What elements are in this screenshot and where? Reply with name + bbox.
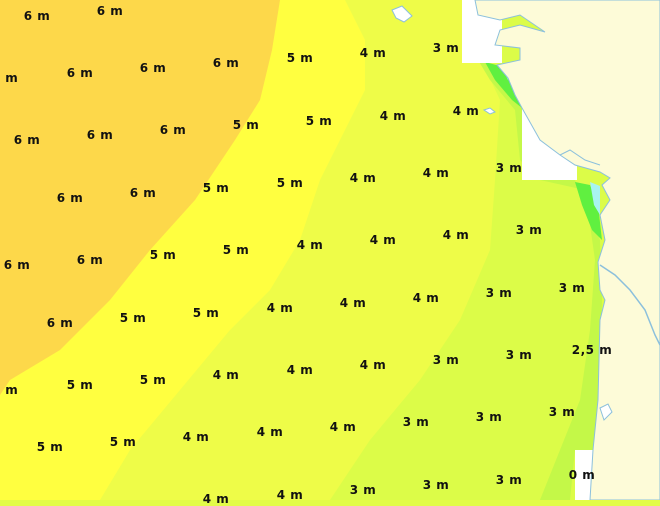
zone-very-shallow bbox=[590, 182, 600, 215]
wave-height-label: 3 m bbox=[558, 281, 586, 295]
wave-height-label: 5 m bbox=[36, 440, 64, 454]
island bbox=[599, 403, 613, 421]
wave-height-label: 4 m bbox=[349, 171, 377, 185]
wave-height-label: 4 m bbox=[359, 358, 387, 372]
wave-height-label: 4 m bbox=[412, 291, 440, 305]
wave-height-label: 4 m bbox=[212, 368, 240, 382]
wave-height-label: 6 m bbox=[0, 383, 19, 397]
wave-height-label: 6 m bbox=[139, 61, 167, 75]
wave-height-label: 6 m bbox=[96, 4, 124, 18]
wave-height-label: 3 m bbox=[548, 405, 576, 419]
wave-height-label: 2,5 m bbox=[571, 343, 613, 357]
wave-height-label: 4 m bbox=[452, 104, 480, 118]
island bbox=[391, 5, 413, 23]
wave-height-label: 3 m bbox=[475, 410, 503, 424]
wave-height-label: 4 m bbox=[256, 425, 284, 439]
land bbox=[474, 0, 660, 500]
wave-height-label: 5 m bbox=[66, 378, 94, 392]
wave-height-label: 5 m bbox=[192, 306, 220, 320]
wave-height-label: 5 m bbox=[149, 248, 177, 262]
wave-height-label: 5 m bbox=[232, 118, 260, 132]
zone-6m bbox=[0, 0, 280, 395]
wave-height-label: 5 m bbox=[286, 51, 314, 65]
wave-height-label: 6 m bbox=[76, 253, 104, 267]
wave-height-label: 3 m bbox=[432, 353, 460, 367]
wave-height-label: 3 m bbox=[349, 483, 377, 497]
wave-height-label: 4 m bbox=[182, 430, 210, 444]
wave-height-label: 3 m bbox=[515, 223, 543, 237]
wave-height-label: 4 m bbox=[339, 296, 367, 310]
wave-height-label: 6 m bbox=[3, 258, 31, 272]
wave-height-label: 0 m bbox=[568, 468, 596, 482]
wave-height-label: 3 m bbox=[495, 161, 523, 175]
wave-height-label: 5 m bbox=[119, 311, 147, 325]
wave-height-label: 4 m bbox=[286, 363, 314, 377]
wave-height-label: 6 m bbox=[23, 9, 51, 23]
wave-height-label: 4 m bbox=[296, 238, 324, 252]
wave-height-label: 4 m bbox=[359, 46, 387, 60]
wave-height-label: 5 m bbox=[305, 114, 333, 128]
zone-shallow bbox=[485, 62, 522, 108]
wave-height-label: 4 m bbox=[369, 233, 397, 247]
zone-shallow bbox=[575, 182, 602, 240]
wave-height-label: 6 m bbox=[46, 316, 74, 330]
wave-height-label: 3 m bbox=[402, 415, 430, 429]
wave-height-label: 3 m bbox=[485, 286, 513, 300]
wave-height-label: 4 m bbox=[266, 301, 294, 315]
river bbox=[559, 149, 601, 166]
wave-height-label: 4 m bbox=[202, 492, 230, 506]
wave-height-label: 5 m bbox=[202, 181, 230, 195]
wave-height-label: 6 m bbox=[66, 66, 94, 80]
wave-height-label: 3 m bbox=[495, 473, 523, 487]
wave-height-label: 6 m bbox=[129, 186, 157, 200]
wave-height-label: 6 m bbox=[159, 123, 187, 137]
wave-height-label: 5 m bbox=[109, 435, 137, 449]
wave-height-label: 4 m bbox=[276, 488, 304, 502]
wave-height-label: 4 m bbox=[422, 166, 450, 180]
wave-height-label: 5 m bbox=[139, 373, 167, 387]
island bbox=[482, 107, 496, 115]
wave-height-label: 3 m bbox=[432, 41, 460, 55]
wave-height-label: 4 m bbox=[329, 420, 357, 434]
wave-height-label: 3 m bbox=[505, 348, 533, 362]
wave-height-label: 3 m bbox=[422, 478, 450, 492]
wave-height-label: 4 m bbox=[442, 228, 470, 242]
wave-height-label: 5 m bbox=[0, 71, 19, 85]
wave-height-label: 5 m bbox=[276, 176, 304, 190]
wave-height-label: 6 m bbox=[212, 56, 240, 70]
wave-height-label: 6 m bbox=[86, 128, 114, 142]
wave-height-label: 6 m bbox=[56, 191, 84, 205]
wave-height-label: 5 m bbox=[222, 243, 250, 257]
river bbox=[599, 264, 660, 346]
wave-height-label: 4 m bbox=[379, 109, 407, 123]
wave-height-label: 6 m bbox=[13, 133, 41, 147]
